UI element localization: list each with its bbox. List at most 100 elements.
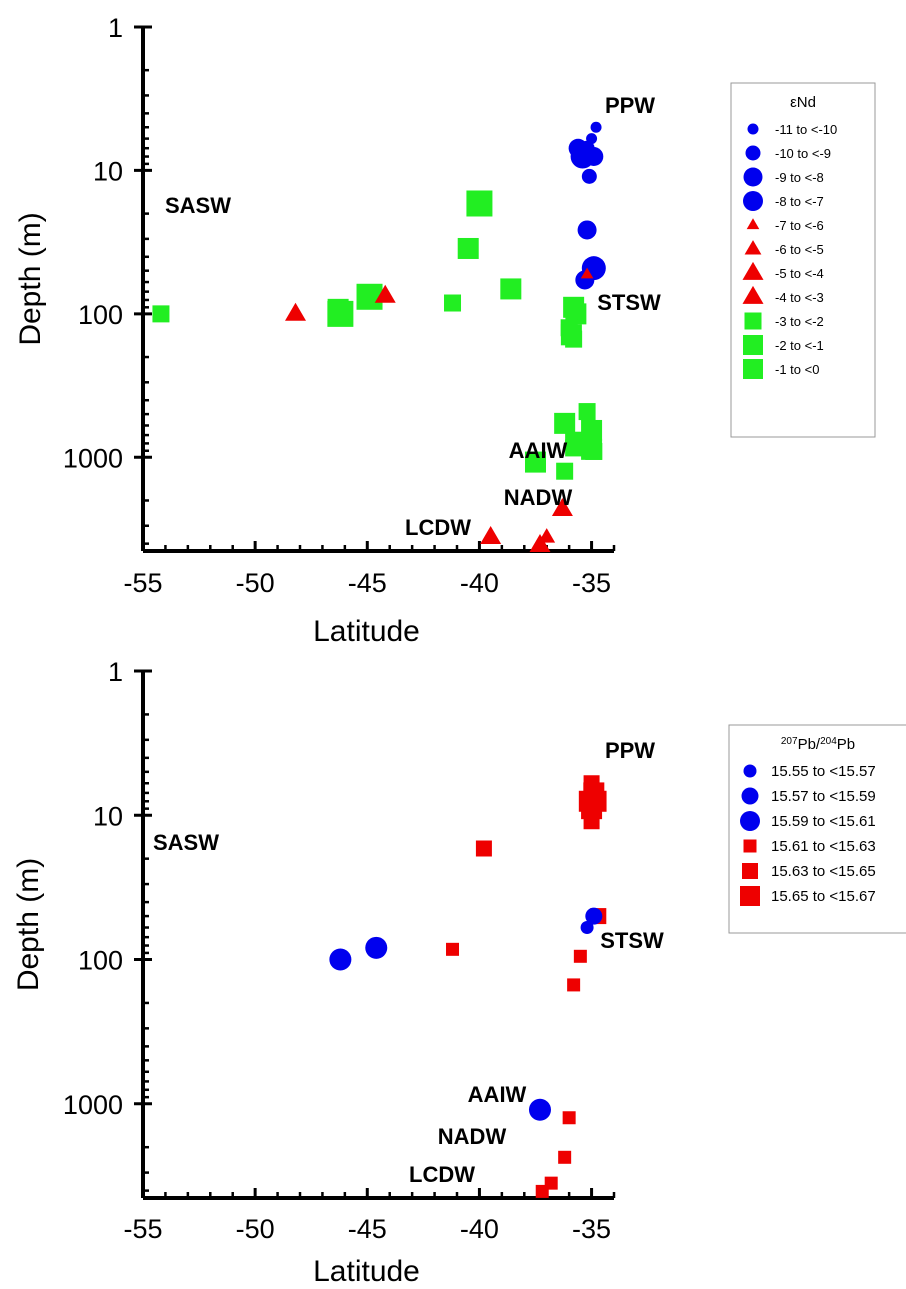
legend-entry-label: -5 to <-4 — [775, 266, 824, 281]
legend-title-superscript: 207 — [781, 736, 798, 747]
y-tick-label: 100 — [78, 946, 123, 976]
legend-entry-label: -8 to <-7 — [775, 194, 824, 209]
data-point-triangle — [480, 526, 501, 544]
legend-marker-square — [742, 863, 758, 879]
data-point-square — [446, 943, 459, 956]
data-point-square — [556, 463, 573, 480]
legend-marker-square — [745, 313, 762, 330]
legend-entry-label: -6 to <-5 — [775, 242, 824, 257]
chart-panel-end: 1 10 100 1000 -55 -50 -45 -40 -35 Latitude Depth (… — [14, 13, 875, 648]
water-mass-label: AAIW — [509, 438, 568, 463]
y-axis-title: Depth (m) — [12, 858, 45, 991]
legend-title-text: Pb — [837, 736, 855, 753]
water-mass-label: AAIW — [468, 1082, 527, 1107]
legend-marker-circle — [740, 811, 760, 831]
water-mass-label: LCDW — [405, 515, 471, 540]
y-tick-label: 1000 — [63, 443, 123, 473]
data-point-square — [476, 841, 492, 857]
legend-entry-label: 15.59 to <15.61 — [771, 813, 876, 830]
x-tick-label: -50 — [236, 1214, 275, 1244]
x-tick-label: -35 — [572, 568, 611, 598]
legend-entry-label: 15.55 to <15.57 — [771, 763, 876, 780]
legend-entry-label: 15.65 to <15.67 — [771, 888, 876, 905]
water-mass-label: STSW — [600, 928, 664, 953]
y-axis-title: Depth (m) — [14, 212, 47, 345]
y-tick-label: 10 — [93, 156, 123, 186]
legend-entry-label: -9 to <-8 — [775, 170, 824, 185]
x-tick-label: -45 — [348, 1214, 387, 1244]
data-point-square — [554, 413, 575, 434]
data-point-circle — [529, 1099, 551, 1121]
data-point-square — [565, 331, 582, 348]
x-tick-label: -55 — [123, 568, 162, 598]
data-point-square — [500, 278, 521, 299]
legend-title-superscript: 204 — [820, 736, 837, 747]
legend-marker-square — [743, 335, 763, 355]
data-point-circle — [586, 133, 597, 144]
water-mass-label: SASW — [165, 193, 231, 218]
water-mass-label: NADW — [438, 1124, 507, 1149]
y-tick-label: 10 — [93, 801, 123, 831]
water-mass-label: PPW — [605, 738, 655, 763]
data-point-circle — [329, 949, 351, 971]
legend-marker-square — [743, 359, 763, 379]
data-point-circle — [571, 145, 595, 169]
water-mass-label: NADW — [504, 485, 573, 510]
data-point-circle — [578, 220, 597, 239]
y-tick-label: 1000 — [63, 1090, 123, 1120]
water-mass-label: LCDW — [409, 1162, 475, 1187]
legend-marker-circle — [746, 146, 761, 161]
legend-marker-circle — [748, 124, 759, 135]
x-tick-label: -40 — [460, 568, 499, 598]
water-mass-label: PPW — [605, 93, 655, 118]
legend-entry-label: -7 to <-6 — [775, 218, 824, 233]
x-axis-title: Latitude — [313, 615, 420, 648]
data-point-circle — [591, 122, 602, 133]
legend-entry-label: -4 to <-3 — [775, 290, 824, 305]
water-mass-label: STSW — [597, 290, 661, 315]
y-tick-label: 100 — [78, 300, 123, 330]
data-point-square — [558, 1151, 571, 1164]
water-mass-label: SASW — [153, 830, 219, 855]
data-point-square — [444, 295, 461, 312]
data-point-triangle — [285, 303, 306, 321]
data-point-square — [466, 190, 492, 216]
legend-entry-label: -11 to <-10 — [775, 122, 837, 137]
data-point-square — [152, 305, 169, 322]
data-point-square — [536, 1185, 549, 1198]
legend-marker-square — [744, 840, 757, 853]
x-tick-label: -55 — [123, 1214, 162, 1244]
data-point-circle — [582, 169, 597, 184]
data-point-square — [585, 443, 602, 460]
x-tick-label: -35 — [572, 1214, 611, 1244]
legend-entry-label: 15.63 to <15.65 — [771, 863, 876, 880]
x-tick-label: -40 — [460, 1214, 499, 1244]
data-point-square — [579, 403, 596, 420]
data-point-square — [565, 439, 582, 456]
legend-entry-label: -1 to <0 — [775, 362, 819, 377]
legend-title-text: Pb/ — [798, 736, 821, 753]
legend-title: εNd — [790, 94, 816, 111]
legend-marker-circle — [744, 168, 763, 187]
y-tick-label: 1 — [108, 13, 123, 43]
x-axis-title: Latitude — [313, 1255, 420, 1288]
data-point-square — [458, 238, 479, 259]
legend-entry-label: -3 to <-2 — [775, 314, 824, 329]
data-point-square — [567, 978, 580, 991]
chart-panel-pb: 1 10 100 1000 -55 -50 -45 -40 -35 Latitude Depth (… — [12, 657, 906, 1288]
legend-entry-label: -2 to <-1 — [775, 338, 824, 353]
x-tick-label: -50 — [236, 568, 275, 598]
data-point-square — [574, 950, 587, 963]
data-point-square — [328, 299, 349, 320]
data-point-square — [584, 813, 600, 829]
legend-marker-circle — [744, 765, 757, 778]
legend-entry-label: 15.57 to <15.59 — [771, 788, 876, 805]
data-point-square — [581, 420, 602, 441]
legend-entry-label: -10 to <-9 — [775, 146, 831, 161]
data-point-circle — [581, 921, 594, 934]
data-point-square — [563, 1111, 576, 1124]
y-tick-label: 1 — [108, 657, 123, 687]
legend-marker-circle — [742, 788, 759, 805]
x-tick-label: -45 — [348, 568, 387, 598]
legend-marker-circle — [743, 191, 763, 211]
